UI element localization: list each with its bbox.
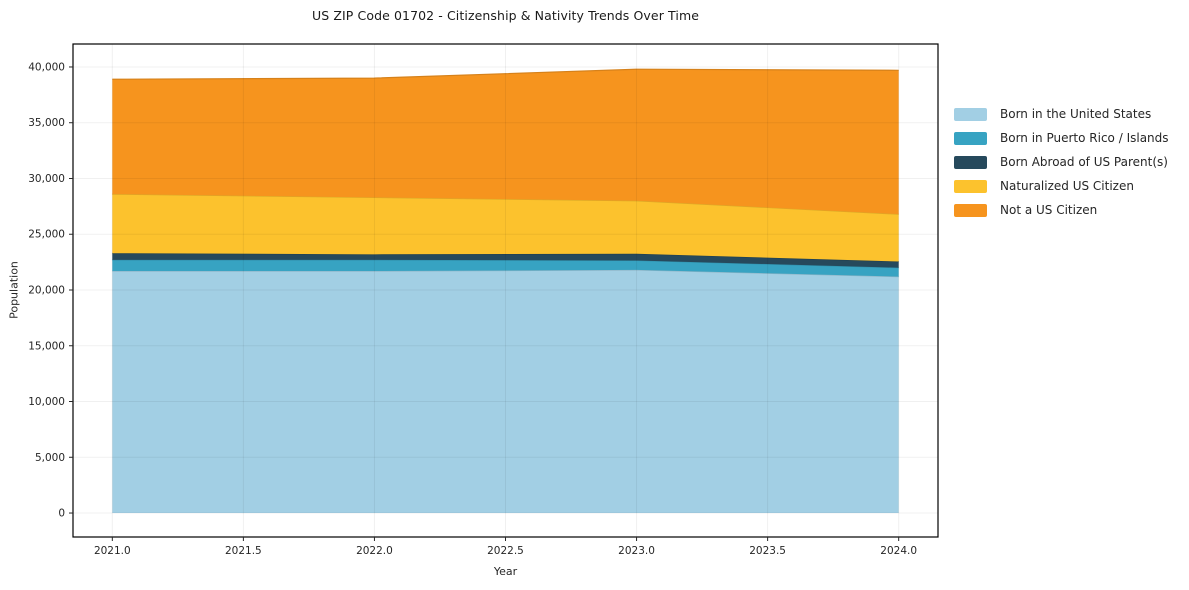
area-born-in-the-united-states bbox=[112, 269, 899, 514]
tick-labels: 0 5,000 10,000 15,000 20,000 25,000 30,000 35,0… bbox=[28, 61, 917, 557]
y-axis-label: Population bbox=[7, 261, 21, 319]
y-tick-label: 5,000 bbox=[35, 452, 65, 464]
area-not-a-us-citizen bbox=[112, 69, 899, 215]
legend-swatch-icon bbox=[954, 179, 987, 193]
x-tick-label: 2022.5 bbox=[487, 545, 524, 557]
area-born-in-puerto-rico-islands bbox=[112, 259, 899, 277]
legend-item-not-a-us-citizen: Not a US Citizen bbox=[954, 203, 1169, 217]
x-tick-label: 2023.5 bbox=[749, 545, 786, 557]
y-tick-label: 10,000 bbox=[28, 396, 65, 408]
legend-label: Born in the United States bbox=[1000, 107, 1152, 121]
x-axis-label: Year bbox=[493, 565, 518, 578]
y-tick-label: 15,000 bbox=[28, 340, 65, 352]
y-tick-label: 30,000 bbox=[28, 173, 65, 185]
x-tick-label: 2021.0 bbox=[94, 545, 131, 557]
legend-item-born-in-puerto-rico-islands: Born in Puerto Rico / Islands bbox=[954, 131, 1169, 145]
x-tick-label: 2022.0 bbox=[356, 545, 393, 557]
x-tick-label: 2021.5 bbox=[225, 545, 262, 557]
legend-item-naturalized-us-citizen: Naturalized US Citizen bbox=[954, 179, 1169, 193]
legend-swatch-icon bbox=[954, 155, 987, 169]
area-edge-not-a-us-citizen bbox=[112, 68, 899, 80]
x-tick-label: 2023.0 bbox=[618, 545, 655, 557]
y-tick-label: 25,000 bbox=[28, 229, 65, 241]
legend-swatch-icon bbox=[954, 203, 987, 217]
legend-label: Born Abroad of US Parent(s) bbox=[1000, 155, 1168, 169]
chart-title: US ZIP Code 01702 - Citizenship & Nativi… bbox=[311, 8, 700, 23]
y-tick-label: 35,000 bbox=[28, 117, 65, 129]
y-tick-label: 40,000 bbox=[28, 61, 65, 73]
area-naturalized-us-citizen bbox=[112, 194, 899, 262]
legend-swatch-icon bbox=[954, 131, 987, 145]
legend-label: Naturalized US Citizen bbox=[1000, 179, 1134, 193]
legend-label: Not a US Citizen bbox=[1000, 203, 1098, 217]
legend: Born in the United States Born in Puerto … bbox=[954, 107, 1169, 217]
y-tick-label: 20,000 bbox=[28, 284, 65, 296]
gridlines bbox=[73, 44, 938, 537]
y-tick-label: 0 bbox=[58, 508, 65, 520]
tick-marks bbox=[69, 66, 900, 541]
legend-swatch-icon bbox=[954, 107, 987, 121]
legend-item-born-in-the-united-states: Born in the United States bbox=[954, 107, 1169, 121]
legend-label: Born in Puerto Rico / Islands bbox=[1000, 131, 1169, 145]
legend-item-born-abroad-of-us-parent-s: Born Abroad of US Parent(s) bbox=[954, 155, 1169, 169]
area-born-abroad-of-us-parent-s bbox=[112, 253, 899, 268]
x-tick-label: 2024.0 bbox=[880, 545, 917, 557]
